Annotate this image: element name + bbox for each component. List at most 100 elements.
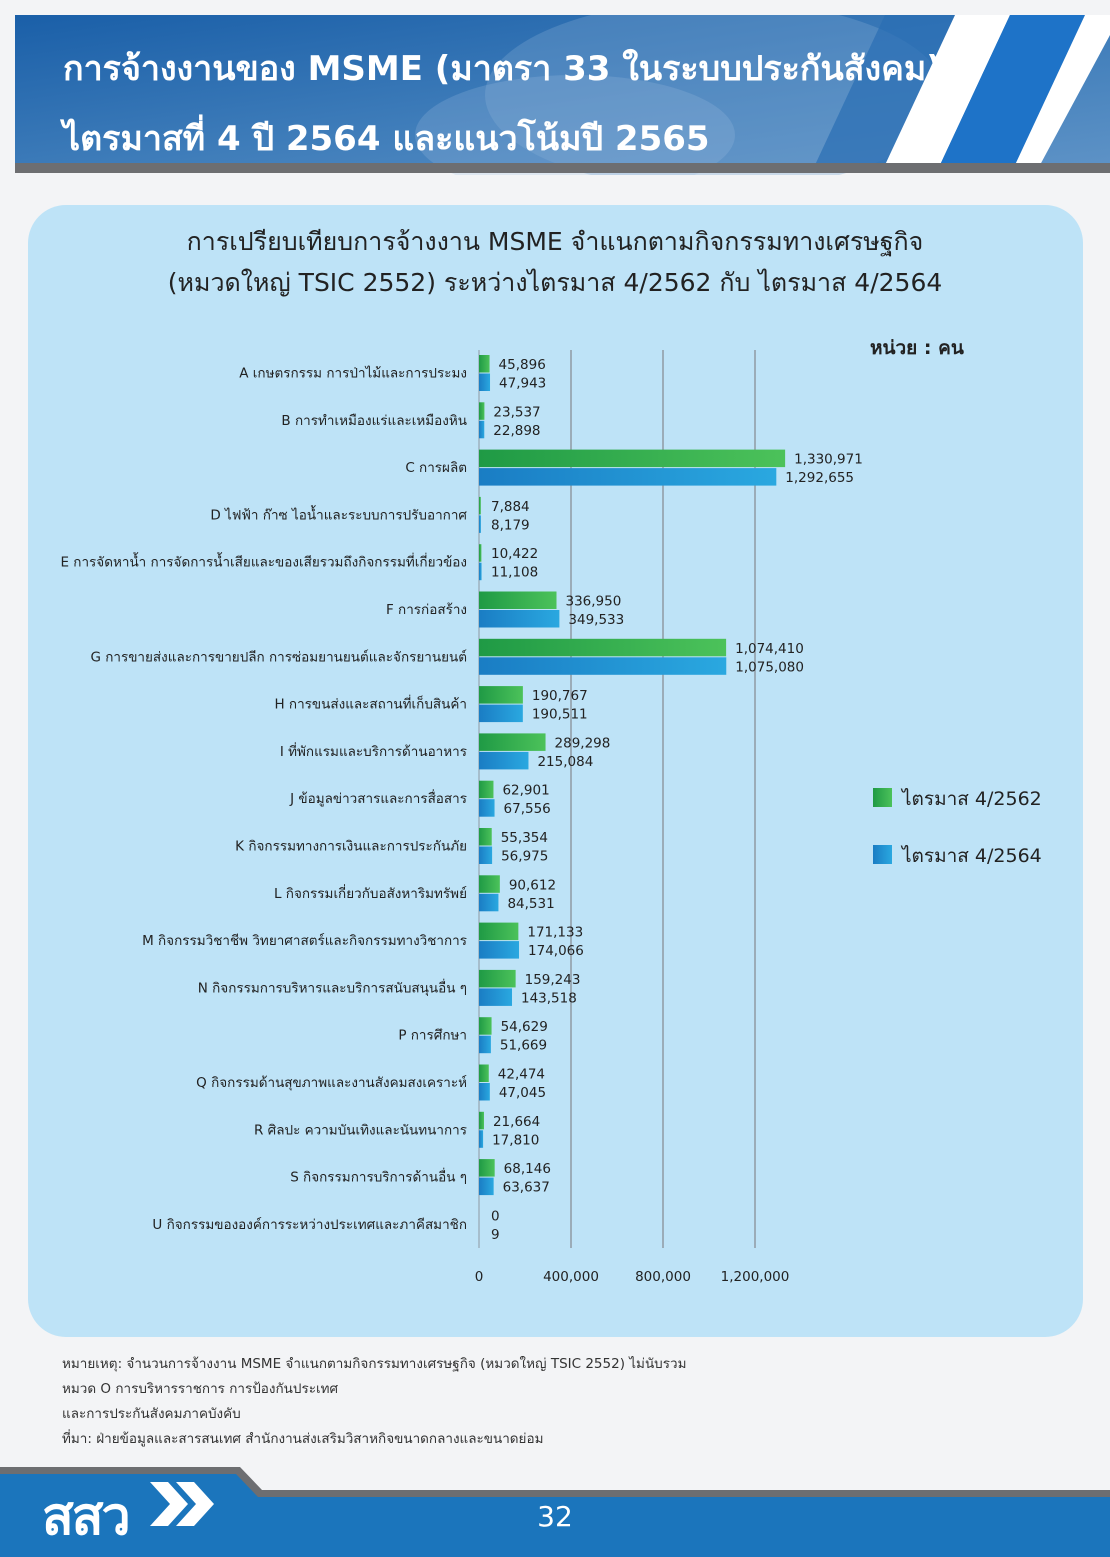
category-label: Q กิจกรรมด้านสุขภาพและงานสังคมสงเคราะห์: [196, 1074, 467, 1091]
bar: [479, 704, 523, 723]
bar: [479, 988, 513, 1006]
data-label: 0: [491, 1208, 500, 1224]
data-label: 190,511: [532, 707, 588, 723]
data-label: 159,243: [525, 972, 581, 988]
data-label: 8,179: [491, 517, 530, 533]
bar: [479, 893, 499, 912]
note-line2: หมวด O การบริหารราชการ การป้องกันประเทศ: [62, 1381, 339, 1397]
category-label: C การผลิต: [405, 460, 467, 476]
legend-label-2562: ไตรมาส 4/2562: [902, 788, 1042, 810]
chart-title-line2: (หมวดใหญ่ TSIC 2552) ระหว่างไตรมาส 4/256…: [167, 268, 943, 297]
data-label: 9: [491, 1227, 500, 1243]
category-label: D ไฟฟ้า ก๊าซ ไอน้ำและระบบการปรับอากาศ: [210, 504, 467, 523]
bar: [479, 780, 494, 799]
bar: [479, 941, 520, 959]
category-label: P การศึกษา: [398, 1028, 467, 1044]
bar: [479, 496, 481, 515]
data-label: 143,518: [521, 990, 577, 1006]
bar: [479, 1017, 492, 1035]
category-label: B การทำเหมืองแร่และเหมืองหิน: [281, 413, 467, 429]
header-banner: การจ้างงานของ MSME (มาตรา 33 ในระบบประกั…: [15, 15, 1110, 175]
category-label: E การจัดหาน้ำ การจัดการน้ำเสียและของเสีย…: [60, 552, 467, 571]
data-label: 56,975: [501, 849, 548, 865]
note-line1: หมายเหตุ: จำนวนการจ้างงาน MSME จำแนกตามก…: [62, 1356, 687, 1372]
bar: [479, 373, 491, 391]
data-label: 190,767: [532, 688, 588, 704]
bar: [479, 355, 490, 373]
bar: [479, 1177, 494, 1196]
x-tick-label: 800,000: [635, 1269, 691, 1285]
bar: [479, 1035, 491, 1054]
category-label: L กิจกรรมเกี่ยวกับอสังหาริมทรัพย์: [274, 884, 467, 902]
data-label: 47,045: [499, 1085, 546, 1101]
data-label: 23,537: [493, 404, 540, 420]
data-label: 21,664: [493, 1114, 540, 1130]
data-label: 54,629: [501, 1019, 548, 1035]
data-label: 1,330,971: [794, 452, 863, 468]
data-label: 68,146: [504, 1161, 551, 1177]
bar: [479, 638, 727, 657]
category-label: F การก่อสร้าง: [386, 602, 467, 618]
data-label: 51,669: [500, 1038, 547, 1054]
data-label: 289,298: [555, 735, 611, 751]
legend-label-2564: ไตรมาส 4/2564: [902, 845, 1042, 867]
bar: [479, 449, 786, 468]
legend-swatch-2564: [873, 845, 892, 864]
category-label: J ข้อมูลข่าวสารและการสื่อสาร: [289, 789, 467, 807]
chart-title-line1: การเปรียบเทียบการจ้างงาน MSME จำแนกตามกิ…: [186, 227, 924, 256]
x-tick-label: 0: [475, 1269, 484, 1285]
category-label: N กิจกรรมการบริหารและบริการสนับสนุนอื่น …: [198, 978, 467, 996]
bar: [479, 733, 546, 751]
bar: [479, 799, 495, 817]
bar: [479, 1083, 490, 1101]
x-tick-label: 400,000: [543, 1269, 599, 1285]
data-label: 55,354: [501, 830, 548, 846]
data-label: 336,950: [565, 594, 621, 610]
data-label: 47,943: [499, 376, 546, 392]
bar: [479, 610, 560, 628]
bar-chart: 0 400,000 800,000 1,200,000 A เกษตรกรรม การป…: [60, 350, 863, 1285]
category-label: I ที่พักแรมและบริการด้านอาหาร: [280, 742, 467, 760]
logo-text: สสว: [42, 1487, 131, 1547]
page-title-line1: การจ้างงานของ MSME (มาตรา 33 ในระบบประกั…: [63, 49, 942, 89]
bar: [479, 657, 727, 675]
bar: [479, 751, 529, 770]
bar: [479, 468, 777, 486]
bar: [479, 402, 485, 420]
data-label: 90,612: [509, 877, 556, 893]
bar: [479, 515, 481, 533]
note-source: ที่มา: ฝ่ายข้อมูลและสารสนเทศ สำนักงานส่ง…: [62, 1431, 544, 1447]
bar: [479, 420, 485, 439]
data-label: 67,556: [504, 801, 551, 817]
data-label: 215,084: [537, 754, 593, 770]
unit-label: หน่วย : คน: [870, 337, 964, 359]
chart-panel: [28, 205, 1083, 1337]
x-tick-label: 1,200,000: [721, 1269, 790, 1285]
bar: [479, 1064, 489, 1082]
bar: [479, 846, 493, 864]
data-label: 42,474: [498, 1067, 545, 1083]
data-label: 171,133: [527, 925, 583, 941]
data-label: 11,108: [491, 565, 538, 581]
bar: [479, 562, 482, 581]
note-line3: และการประกันสังคมภาคบังคับ: [62, 1406, 241, 1422]
footer-bar: [0, 1467, 1110, 1557]
category-label: A เกษตรกรรม การป่าไม้และการประมง: [239, 366, 467, 382]
bar: [479, 1111, 484, 1130]
category-label: M กิจกรรมวิชาชีพ วิทยาศาสตร์และกิจกรรมทา…: [142, 932, 467, 949]
page-title-line2: ไตรมาสที่ 4 ปี 2564 และแนวโน้มปี 2565: [63, 119, 710, 159]
data-label: 17,810: [492, 1132, 539, 1148]
data-label: 62,901: [502, 783, 549, 799]
bar: [479, 686, 523, 704]
category-label: G การขายส่งและการขายปลีก การซ่อมยานยนต์แ…: [90, 648, 467, 665]
data-label: 1,075,080: [735, 659, 804, 675]
category-label: H การขนส่งและสถานที่เก็บสินค้า: [274, 695, 467, 713]
legend-swatch-2562: [873, 788, 892, 807]
bar: [479, 828, 492, 846]
category-label: U กิจกรรมขององค์การระหว่างประเทศและภาคีส…: [152, 1216, 467, 1233]
data-label: 63,637: [503, 1180, 550, 1196]
category-label: K กิจกรรมทางการเงินและการประกันภัย: [235, 839, 467, 855]
data-label: 45,896: [499, 357, 546, 373]
bar: [479, 1130, 484, 1148]
data-label: 10,422: [491, 546, 538, 562]
